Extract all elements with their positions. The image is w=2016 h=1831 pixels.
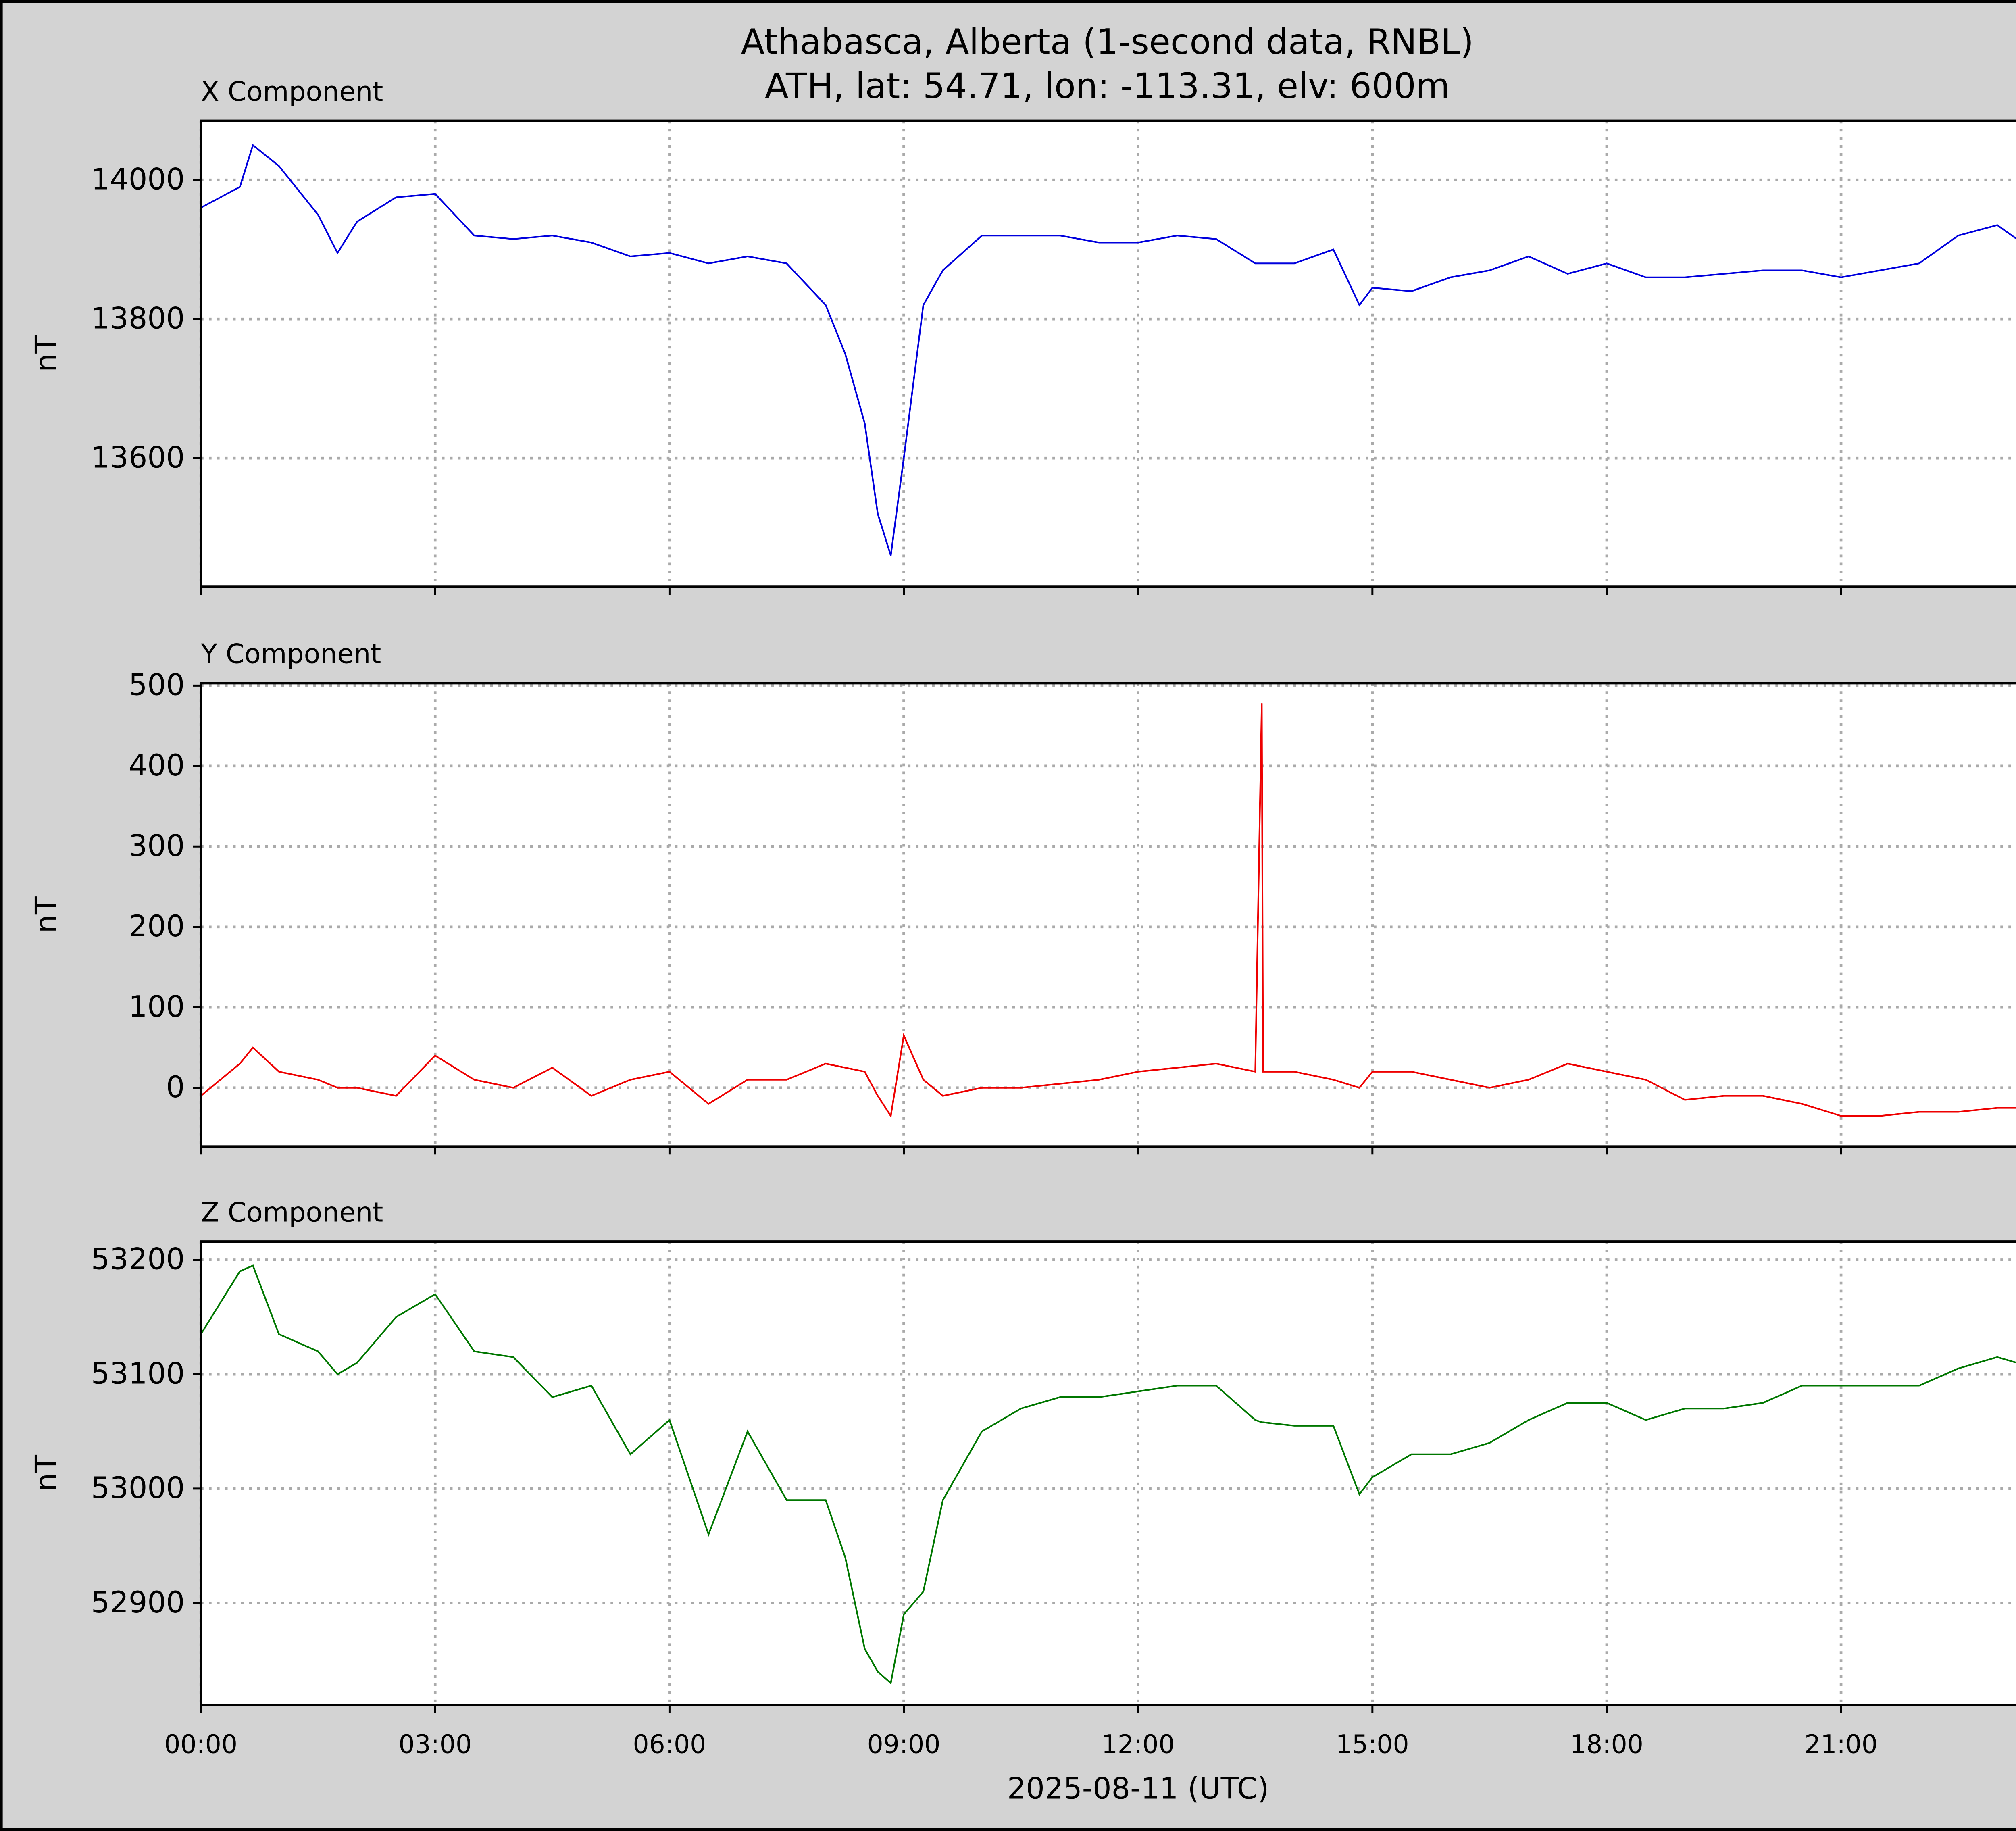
- plot-area: [201, 121, 2016, 587]
- x-tick-label: 18:00: [1570, 1729, 1643, 1759]
- x-tick-label: 03:00: [398, 1729, 472, 1759]
- chart-title: Athabasca, Alberta (1-second data, RNBL): [741, 22, 1474, 62]
- panel-title: X Component: [201, 76, 383, 107]
- y-axis-label: nT: [29, 335, 63, 372]
- data-line: [200, 703, 2016, 1118]
- plot-area: [201, 1241, 2016, 1705]
- x-tick-label: 06:00: [633, 1729, 706, 1759]
- x-tick-label: 00:00: [164, 1729, 237, 1759]
- panel-title: Z Component: [201, 1196, 383, 1228]
- data-line: [200, 144, 2016, 556]
- x-tick-label: 12:00: [1102, 1729, 1175, 1759]
- plot-frame: [200, 682, 2016, 1148]
- y-tick-label: 500: [129, 668, 185, 702]
- y-tick-label: 0: [166, 1070, 185, 1104]
- y-tick-label: 14000: [91, 162, 185, 196]
- y-axis-label: nT: [29, 1455, 63, 1491]
- y-tick-label: 200: [129, 909, 185, 944]
- panel-title: Y Component: [200, 638, 381, 670]
- y-tick-label: 13600: [91, 440, 185, 475]
- y-tick-label: 53200: [91, 1242, 185, 1277]
- y-tick-label: 400: [129, 748, 185, 783]
- y-tick-label: 300: [129, 829, 185, 863]
- x-tick-label: 09:00: [867, 1729, 941, 1759]
- plot-frame: [200, 1240, 2016, 1706]
- y-tick-label: 100: [129, 989, 185, 1024]
- x-tick-label: 21:00: [1804, 1729, 1878, 1759]
- y-axis-label: nT: [29, 896, 63, 933]
- y-tick-label: 53100: [91, 1356, 185, 1391]
- x-tick-label: 15:00: [1336, 1729, 1409, 1759]
- data-line: [200, 1264, 2016, 1685]
- y-tick-label: 52900: [91, 1585, 185, 1620]
- y-tick-label: 53000: [91, 1471, 185, 1505]
- plot-area: [201, 683, 2016, 1147]
- y-tick-label: 13800: [91, 301, 185, 335]
- x-axis-label: 2025-08-11 (UTC): [1007, 1772, 1269, 1806]
- plot-frame: [200, 119, 2016, 588]
- chart-subtitle: ATH, lat: 54.71, lon: -113.31, elv: 600m: [765, 66, 1450, 106]
